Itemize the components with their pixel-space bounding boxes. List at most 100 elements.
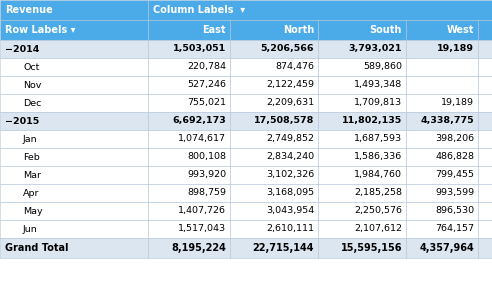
Text: 755,021: 755,021 <box>187 98 226 107</box>
Text: 1,687,593: 1,687,593 <box>354 135 402 144</box>
Text: 1,517,043: 1,517,043 <box>178 224 226 233</box>
Text: 3,102,326: 3,102,326 <box>266 171 314 180</box>
Bar <box>318 148 406 166</box>
Text: 2,250,576: 2,250,576 <box>354 206 402 215</box>
Text: −2014: −2014 <box>5 45 39 54</box>
Bar <box>318 58 406 76</box>
Text: 22,715,144: 22,715,144 <box>252 243 314 253</box>
Bar <box>318 94 406 112</box>
Bar <box>0 58 148 76</box>
Text: 15,595,156: 15,595,156 <box>340 243 402 253</box>
Bar <box>0 112 148 130</box>
Bar <box>406 94 478 112</box>
Bar <box>230 40 318 58</box>
Text: 2,610,111: 2,610,111 <box>266 224 314 233</box>
Bar <box>230 20 318 40</box>
Text: 19,189: 19,189 <box>437 45 474 54</box>
Text: 764,157: 764,157 <box>435 224 474 233</box>
Text: 6,692,173: 6,692,173 <box>172 116 226 125</box>
Text: −2015: −2015 <box>5 116 39 125</box>
Text: North: North <box>283 25 314 35</box>
Text: Column Labels  ▾: Column Labels ▾ <box>153 5 245 15</box>
Bar <box>406 238 478 258</box>
Text: 1,984,760: 1,984,760 <box>354 171 402 180</box>
Bar <box>148 94 230 112</box>
Text: 11,802,135: 11,802,135 <box>342 116 402 125</box>
Text: 3,793,021: 3,793,021 <box>348 45 402 54</box>
Text: 2,185,258: 2,185,258 <box>354 188 402 197</box>
Text: 527,246: 527,246 <box>187 80 226 89</box>
Text: Mar: Mar <box>23 171 41 180</box>
Text: 19,189: 19,189 <box>441 98 474 107</box>
Text: 1,586,336: 1,586,336 <box>354 153 402 162</box>
Text: 589,860: 589,860 <box>363 63 402 72</box>
Text: West: West <box>447 25 474 35</box>
Bar <box>318 20 406 40</box>
Bar <box>0 202 148 220</box>
Bar <box>230 130 318 148</box>
Bar <box>318 238 406 258</box>
Bar <box>406 148 478 166</box>
Text: Jun: Jun <box>23 224 38 233</box>
Text: 2,749,852: 2,749,852 <box>266 135 314 144</box>
Bar <box>0 94 148 112</box>
Bar <box>0 0 148 20</box>
Text: Jan: Jan <box>23 135 37 144</box>
Bar <box>148 76 230 94</box>
Bar <box>478 166 492 184</box>
Bar <box>148 202 230 220</box>
Text: 896,530: 896,530 <box>435 206 474 215</box>
Text: 993,599: 993,599 <box>435 188 474 197</box>
Text: 17,508,578: 17,508,578 <box>253 116 314 125</box>
Bar <box>406 112 478 130</box>
Bar <box>478 148 492 166</box>
Bar <box>318 40 406 58</box>
Bar <box>406 184 478 202</box>
Text: 398,206: 398,206 <box>435 135 474 144</box>
Bar <box>148 112 230 130</box>
Bar <box>230 148 318 166</box>
Bar <box>230 238 318 258</box>
Bar <box>318 112 406 130</box>
Bar <box>406 202 478 220</box>
Bar <box>0 130 148 148</box>
Text: 2,834,240: 2,834,240 <box>266 153 314 162</box>
Text: 486,828: 486,828 <box>435 153 474 162</box>
Bar <box>230 76 318 94</box>
Text: Apr: Apr <box>23 188 39 197</box>
Text: 1,709,813: 1,709,813 <box>354 98 402 107</box>
Bar <box>478 130 492 148</box>
Bar <box>230 94 318 112</box>
Text: South: South <box>369 25 402 35</box>
Bar <box>478 94 492 112</box>
Bar <box>318 184 406 202</box>
Text: May: May <box>23 206 43 215</box>
Text: East: East <box>203 25 226 35</box>
Bar <box>318 130 406 148</box>
Bar <box>478 202 492 220</box>
Text: 800,108: 800,108 <box>187 153 226 162</box>
Bar <box>148 130 230 148</box>
Bar <box>230 58 318 76</box>
Text: 993,920: 993,920 <box>187 171 226 180</box>
Text: Feb: Feb <box>23 153 40 162</box>
Bar <box>406 40 478 58</box>
Text: 2,122,459: 2,122,459 <box>266 80 314 89</box>
Bar <box>406 76 478 94</box>
Bar <box>478 112 492 130</box>
Bar <box>0 238 148 258</box>
Bar <box>318 76 406 94</box>
Text: 874,476: 874,476 <box>275 63 314 72</box>
Bar <box>148 148 230 166</box>
Bar <box>0 166 148 184</box>
Bar <box>230 202 318 220</box>
Bar <box>148 238 230 258</box>
Bar <box>318 166 406 184</box>
Text: Oct: Oct <box>23 63 39 72</box>
Bar <box>0 20 148 40</box>
Bar <box>0 184 148 202</box>
Text: 898,759: 898,759 <box>187 188 226 197</box>
Text: 3,043,954: 3,043,954 <box>266 206 314 215</box>
Bar <box>148 40 230 58</box>
Text: Row Labels ▾: Row Labels ▾ <box>5 25 75 35</box>
